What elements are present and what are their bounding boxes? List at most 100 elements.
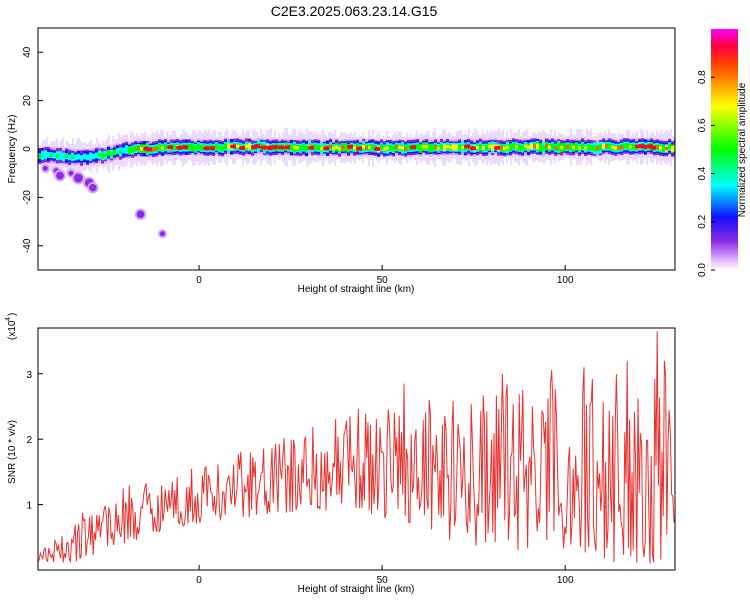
spectrogram-cell bbox=[599, 144, 603, 151]
spectrogram-blob bbox=[89, 184, 97, 192]
spectrogram-cell bbox=[608, 143, 612, 150]
colorbar-ticks: 0.0 0.2 0.4 0.6 0.8 bbox=[697, 70, 715, 277]
colorbar-tick-label: 0.8 bbox=[697, 70, 708, 84]
spectrogram-cell bbox=[152, 147, 156, 152]
spectrogram-cell bbox=[428, 145, 432, 152]
colorbar-tick-label: 0.2 bbox=[697, 214, 708, 228]
spectrogram-cell bbox=[95, 152, 99, 159]
spectrogram-x-label: Height of straight line (km) bbox=[298, 284, 415, 295]
spectrogram-cell bbox=[590, 144, 594, 151]
spectrogram-cell bbox=[332, 146, 336, 151]
spectrogram-blob bbox=[136, 210, 145, 219]
spectrogram-cell bbox=[476, 145, 480, 150]
spectrogram-cell bbox=[353, 146, 357, 150]
spectrogram-cell bbox=[362, 144, 366, 149]
spectrogram-cell bbox=[71, 155, 75, 159]
spectrogram-cell bbox=[506, 145, 510, 150]
spectrogram-blob bbox=[68, 170, 74, 176]
spectrogram-cell bbox=[566, 145, 570, 149]
spectrogram-cell bbox=[491, 144, 495, 151]
spectrogram-cell bbox=[368, 145, 372, 150]
spectrogram-cell bbox=[74, 154, 78, 161]
colorbar-tick-label: 0.6 bbox=[697, 118, 708, 132]
spectrogram-cell bbox=[116, 148, 120, 154]
spectrogram-y-ticks: -40 -20 0 20 40 bbox=[22, 46, 43, 253]
spectrogram-cell bbox=[449, 145, 453, 150]
spectrogram-cell bbox=[626, 143, 630, 149]
spectrogram-cell bbox=[194, 145, 198, 152]
spectrogram-cell bbox=[107, 149, 111, 156]
spectrogram-y-tick-label: 0 bbox=[22, 146, 33, 152]
spectrogram-cell bbox=[560, 146, 564, 150]
spectrogram-cell bbox=[200, 144, 204, 151]
spectrogram-cell bbox=[623, 143, 627, 149]
spectrogram-cell bbox=[131, 147, 135, 154]
spectrogram-cell bbox=[392, 145, 396, 152]
spectrogram-cell bbox=[671, 147, 675, 151]
spectrogram-cell bbox=[659, 146, 663, 150]
spectrogram-cell bbox=[509, 144, 513, 151]
spectrogram-cell bbox=[581, 143, 585, 149]
spectrogram-cell bbox=[119, 150, 123, 154]
snr-multiplier: (x10 4 ) bbox=[5, 313, 18, 340]
spectrogram-cell bbox=[611, 145, 615, 149]
snr-x-tick-label: 0 bbox=[196, 575, 202, 586]
spectrogram-x-tick-label: 50 bbox=[377, 275, 389, 286]
spectrogram-cell bbox=[236, 144, 240, 148]
spectrogram-cell bbox=[83, 153, 87, 160]
colorbar-gradient bbox=[711, 29, 738, 270]
spectrogram-cell bbox=[602, 144, 606, 148]
spectrogram-blob bbox=[73, 173, 83, 183]
spectrogram-y-tick-label: 40 bbox=[22, 46, 33, 58]
spectrogram-cell bbox=[395, 145, 399, 149]
snr-x-label: Height of straight line (km) bbox=[298, 584, 415, 595]
spectrogram-y-tick-label: 20 bbox=[22, 95, 33, 107]
spectrogram-cell bbox=[110, 152, 114, 157]
spectrogram-panel: 0 50 100 -40 -20 0 20 40 Height of straight li… bbox=[7, 27, 676, 295]
spectrogram-cell bbox=[371, 144, 375, 151]
spectrogram-cell bbox=[518, 144, 522, 151]
spectrogram-heat-layer bbox=[38, 127, 675, 239]
spectrogram-cell bbox=[530, 143, 534, 150]
spectrogram-cell bbox=[605, 144, 609, 149]
spectrogram-cell bbox=[668, 143, 672, 150]
spectrogram-cell bbox=[245, 144, 249, 148]
spectrogram-cell bbox=[113, 149, 117, 156]
spectrogram-cell bbox=[674, 145, 675, 149]
spectrogram-cell bbox=[62, 153, 66, 160]
spectrogram-cell bbox=[569, 144, 573, 151]
spectrogram-cell bbox=[365, 146, 369, 150]
spectrogram-cell bbox=[47, 151, 51, 158]
spectrogram-blob bbox=[159, 231, 166, 237]
spectrogram-cell bbox=[443, 144, 447, 151]
spectrogram-cell bbox=[452, 144, 456, 151]
spectrogram-x-tick-label: 0 bbox=[196, 275, 202, 286]
spectrogram-cell bbox=[341, 145, 345, 149]
spectrogram-cell bbox=[314, 144, 318, 150]
snr-panel: 0 50 100 123 Height of straight line (km) … bbox=[5, 313, 676, 595]
spectrogram-cell bbox=[536, 144, 540, 149]
spectrogram-cell bbox=[656, 145, 660, 149]
spectrogram-cell bbox=[296, 146, 300, 150]
snr-plot-area bbox=[38, 328, 675, 570]
snr-multiplier-exponent: 4 bbox=[5, 317, 12, 321]
spectrogram-cell bbox=[173, 144, 177, 151]
spectrogram-cell bbox=[317, 144, 321, 151]
snr-x-tick-label: 50 bbox=[377, 575, 389, 586]
spectrogram-cell bbox=[665, 146, 669, 151]
spectrogram-cell bbox=[521, 145, 525, 152]
spectrogram-cell bbox=[53, 152, 57, 159]
spectrogram-cell bbox=[479, 143, 483, 150]
spectrogram-cell bbox=[563, 144, 567, 150]
spectrogram-cell bbox=[485, 145, 489, 151]
snr-y-tick-label: 3 bbox=[26, 370, 32, 381]
spectrogram-x-tick-label: 100 bbox=[557, 275, 574, 286]
snr-y-tick-label: 1 bbox=[26, 501, 32, 512]
snr-y-tick-label: 2 bbox=[26, 435, 32, 446]
spectrogram-cell bbox=[617, 146, 621, 150]
spectrogram-cell bbox=[404, 147, 408, 151]
spectrogram-cell bbox=[50, 153, 54, 157]
spectrogram-cell bbox=[458, 144, 462, 151]
spectrogram-y-tick-label: -20 bbox=[22, 190, 33, 205]
spectrogram-cell bbox=[335, 145, 339, 149]
